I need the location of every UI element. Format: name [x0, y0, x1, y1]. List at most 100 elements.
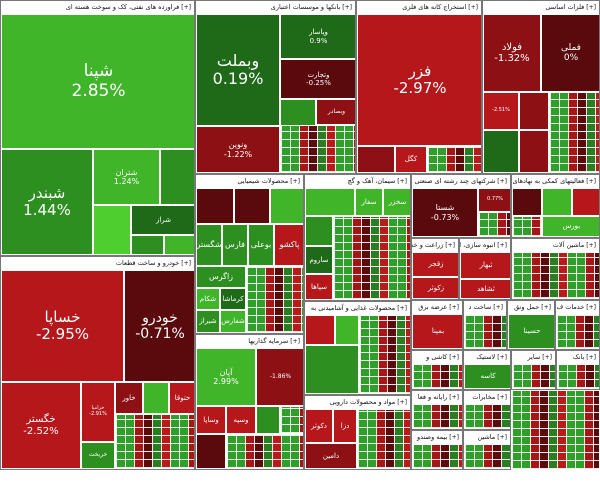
sector-21[interactable]: [+]رایانه و فعا — [411, 390, 463, 430]
tile-shiraz[interactable]: شراز — [131, 205, 194, 235]
sector-22[interactable]: [+]ساير — [511, 350, 556, 390]
tile-vesepeh[interactable]: وسپه — [226, 406, 256, 434]
sector-25[interactable]: [+]ماشین — [463, 430, 511, 470]
tile-kagol[interactable]: کگل — [395, 146, 427, 173]
sector-oil-products[interactable]: [+]فراورده های نفتی، کک و سوخت هسته ای ش… — [0, 0, 195, 256]
tile-shiraz-chem[interactable]: شیراز — [196, 310, 220, 333]
tile-kaseh[interactable]: کاسه — [464, 364, 510, 389]
sector-26[interactable]: [+]بانک — [556, 350, 600, 390]
tile-hasina[interactable]: حسینا — [508, 314, 554, 349]
sector-18[interactable]: [+]خدمات ف — [555, 300, 600, 350]
sector-telecom[interactable]: [+]مخابرات — [463, 390, 511, 430]
tile-sekhazar[interactable]: سخزر — [383, 188, 410, 216]
tile-vepasar[interactable]: وپاسار 0.9% — [280, 14, 355, 59]
tile-pakshoo[interactable]: پاکشو — [274, 224, 303, 266]
sector-investments[interactable]: [+]سرمایه گذاریها آپان 2.99% -1.86% وساپا… — [195, 334, 304, 470]
tile-small[interactable] — [542, 188, 572, 216]
tile-shasta[interactable]: شستا -0.73% — [412, 188, 478, 237]
tile-shabandar[interactable]: شبندر 1.44% — [1, 149, 93, 255]
tile-khetooqa[interactable]: ختوقا — [169, 382, 194, 414]
tile-small[interactable] — [305, 345, 359, 394]
tile-small[interactable] — [143, 382, 169, 414]
sector-rubber[interactable]: [+]لاستیک کاسه — [463, 350, 511, 390]
tile-dekosar[interactable]: دکوثر — [305, 409, 333, 443]
tile-vebsader[interactable]: وبصادر — [316, 99, 355, 125]
tile-small[interactable] — [483, 130, 519, 173]
tile-shegostar[interactable]: شگستر — [196, 224, 222, 266]
tile-small[interactable] — [270, 188, 303, 224]
tile-small[interactable] — [131, 235, 164, 255]
sector-financial-aux[interactable]: [+]فعالیتهای کمکی به نهادهای بورس — [511, 174, 600, 238]
tile-kharikht[interactable]: خریخت — [81, 442, 115, 469]
tile-small[interactable]: -2.51% — [483, 92, 519, 130]
tile-khesapa[interactable]: خساپا -2.95% — [1, 270, 124, 382]
tile-saroom[interactable]: ساروم — [305, 246, 333, 274]
sector-agriculture[interactable]: [+]زراعت و خدمات وا زقجر زکوثر — [411, 238, 459, 300]
sector-pharma[interactable]: [+]مواد و محصولات دارویی دکوثر دزا دامین — [304, 395, 411, 470]
tile-shepna[interactable]: شپنا 2.85% — [1, 14, 194, 149]
tile-shefars[interactable]: شفارس — [220, 310, 246, 333]
tile-zeqajar[interactable]: زقجر — [412, 252, 458, 277]
sector-banks[interactable]: [+]بانکها و موسسات اعتباری وبملت 0.19% وپ… — [195, 0, 356, 174]
sector-multi-industry[interactable]: [+]شرکتهای چند رشته ای صنعتی شستا -0.73% … — [411, 174, 511, 238]
tile-small[interactable] — [305, 216, 333, 246]
tile-bemapna[interactable]: بمپنا — [412, 314, 462, 349]
sector-food[interactable]: [+]محصولات غذایی و آشامیدنی به — [304, 301, 411, 395]
tile-small[interactable]: -1.86% — [256, 348, 303, 406]
tile-small[interactable] — [305, 315, 335, 345]
tile-small[interactable] — [160, 149, 194, 205]
tile-kermasha[interactable]: کرماشا — [220, 288, 246, 310]
sector-machinery[interactable]: [+]ماشین آلات — [511, 238, 600, 300]
sector-16[interactable]: [+]ساخت د — [463, 300, 507, 350]
tile-seshahed[interactable]: ثشاهد — [460, 279, 510, 299]
tile-fameli[interactable]: فملی 0% — [541, 14, 599, 92]
tile-foolad[interactable]: فولاد -1.32% — [483, 14, 541, 92]
sector-insurance[interactable]: [+]بیمه وصندو — [411, 430, 463, 470]
tile-small[interactable] — [93, 205, 131, 255]
tile-small[interactable] — [164, 235, 194, 255]
tile-shekam[interactable]: شکام — [196, 288, 220, 310]
tile-shetran[interactable]: شتران 1.24% — [93, 149, 160, 205]
tile-zekosar[interactable]: زکوثر — [412, 277, 458, 299]
tile-khezamiya[interactable]: خزامیا -2.91% — [81, 382, 115, 442]
sector-real-estate[interactable]: [+]انبوه سازی، املا ثبهار ثشاهد — [459, 238, 511, 300]
tile-khodro[interactable]: خودرو -0.71% — [124, 270, 194, 382]
tile-khegostar[interactable]: خگستر -2.52% — [1, 382, 81, 469]
tile-boali[interactable]: بوعلی — [248, 224, 274, 266]
sector-20[interactable]: [+]کاشی و — [411, 350, 463, 390]
tile-fezar[interactable]: فزر -2.97% — [357, 14, 481, 146]
sector-automotive[interactable]: [+]خودرو و ساخت قطعات خساپا -2.95% خودرو -… — [0, 256, 195, 470]
tile-zagros[interactable]: زاگرس — [196, 266, 246, 288]
tile-vetejarat[interactable]: وتجارت -0.25% — [280, 59, 355, 99]
tile-apan[interactable]: آپان 2.99% — [196, 348, 256, 406]
tile-saveh[interactable] — [305, 188, 355, 216]
tile-vesapa[interactable]: وساپا — [196, 406, 226, 434]
tile-small[interactable]: 0.77% — [478, 188, 510, 212]
tile-sefar[interactable]: سفار — [355, 188, 383, 216]
sector-mining[interactable]: [+]استخراج کانه های فلزی فزر -2.97% کگل — [356, 0, 482, 174]
tile-sepaha[interactable]: سپاها — [305, 274, 333, 300]
tile-deza[interactable]: دزا — [333, 409, 357, 443]
sector-chemicals[interactable]: [+]محصولات شیمیایی شگستر فارس بوعلی پاکش… — [195, 174, 304, 334]
tile-small[interactable] — [256, 406, 280, 434]
sector-power[interactable]: [+]عرضه برق بمپنا — [411, 300, 463, 350]
tile-small[interactable] — [234, 188, 270, 224]
tile-small[interactable] — [519, 92, 549, 130]
tile-sebahar[interactable]: ثبهار — [460, 252, 510, 279]
tile-small[interactable] — [519, 130, 549, 173]
sector-cement[interactable]: [+]سیمان، آهک و گچ سفار سخزر ساروم سپاها — [304, 174, 411, 301]
tile-venovin[interactable]: ونوین -1.22% — [196, 126, 280, 173]
tile-vebmellat[interactable]: وبملت 0.19% — [196, 14, 280, 126]
sector-basic-metals[interactable]: [+]فلزات اساسی فولاد -1.32% فملی 0% -2.51% — [482, 0, 600, 174]
sector-transport[interactable]: [+]حمل ونق حسینا — [507, 300, 555, 350]
tile-fars[interactable]: فارس — [222, 224, 248, 266]
tile-small[interactable] — [512, 188, 542, 216]
tile-small[interactable] — [196, 434, 226, 469]
tile-damin[interactable]: دامین — [305, 443, 357, 469]
tile-small[interactable] — [196, 188, 234, 224]
tile-khavar[interactable]: خاور — [115, 382, 143, 414]
tile-small[interactable] — [572, 188, 599, 216]
tile-small[interactable] — [357, 146, 395, 173]
tile-burs[interactable]: بورس — [542, 216, 599, 237]
tile-small[interactable] — [335, 315, 359, 345]
